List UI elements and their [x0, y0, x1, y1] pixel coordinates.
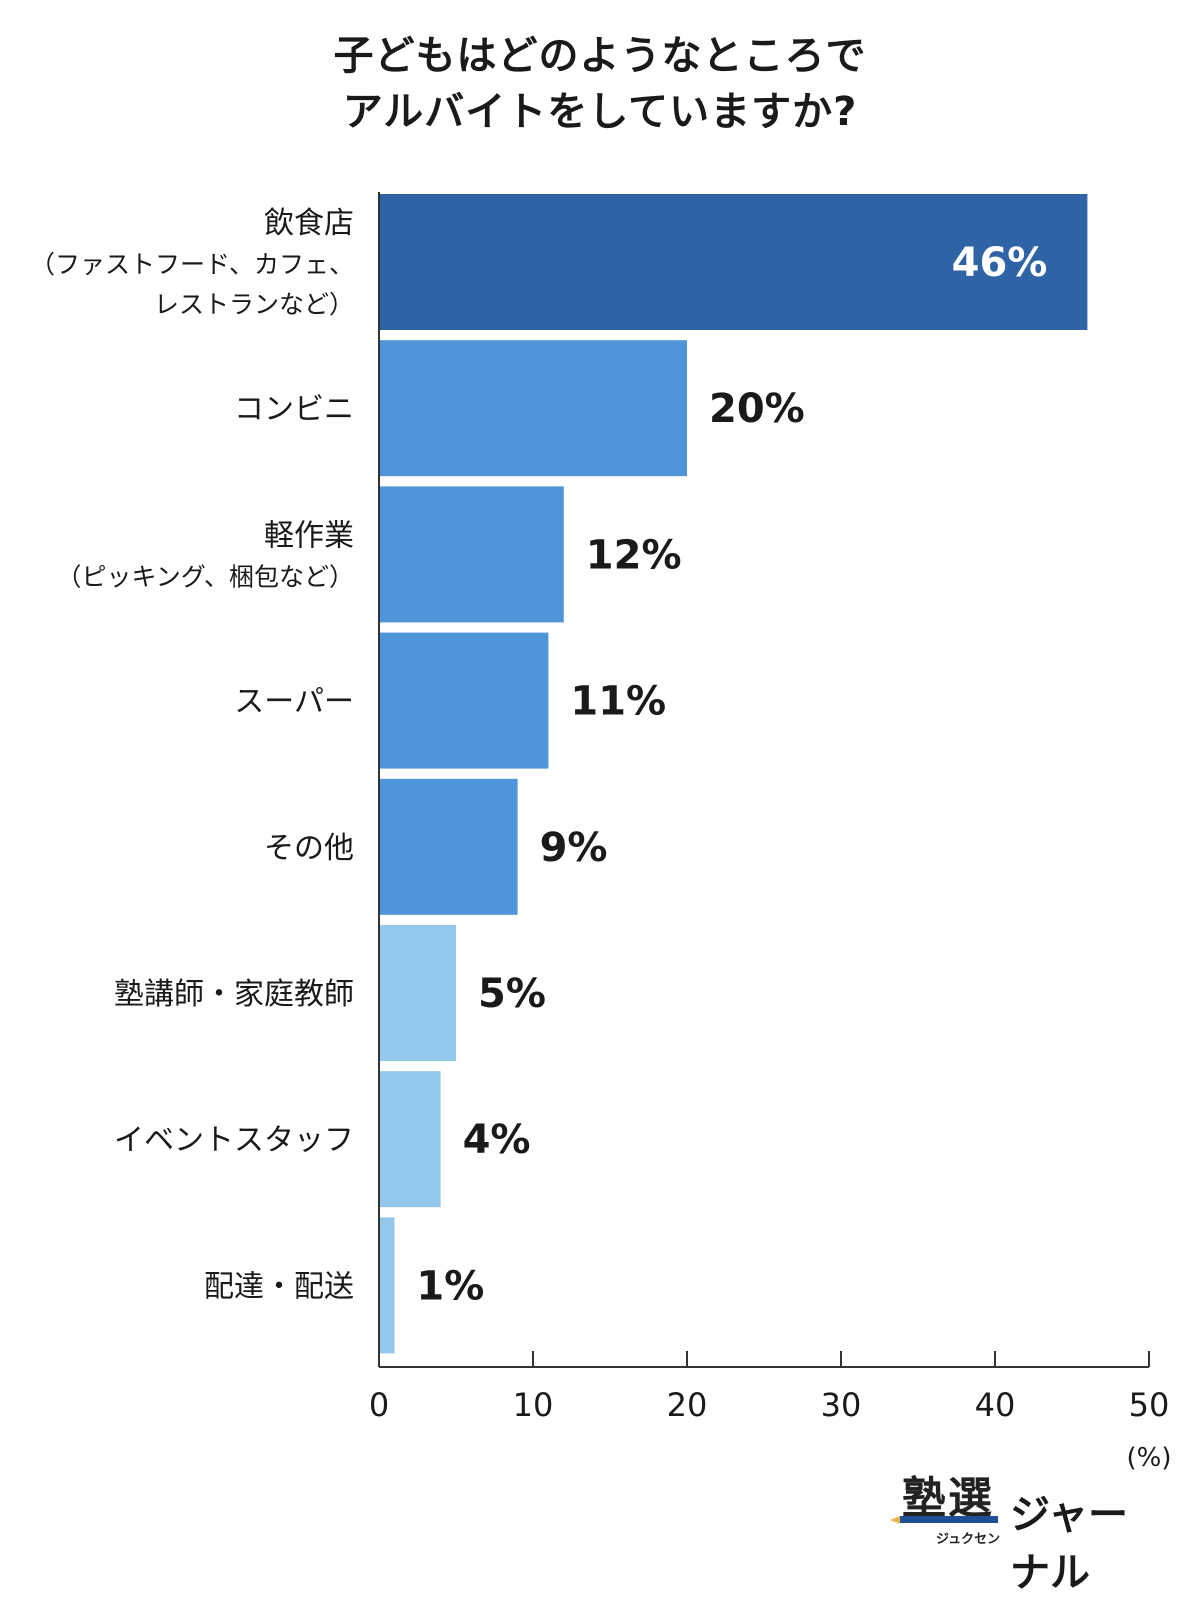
value-label-2: 12% [586, 532, 682, 578]
logo-text: ジャーナル [1010, 1492, 1128, 1596]
bar-7 [379, 1217, 395, 1354]
x-tick-label-0: 0 [369, 1386, 389, 1424]
bar-3 [379, 632, 549, 769]
category-sublabel-0-0: （ファストフード、カフェ、 [30, 250, 354, 279]
value-label-4: 9% [540, 825, 608, 871]
value-label-0: 46% [952, 240, 1048, 286]
value-label-7: 1% [416, 1263, 484, 1309]
category-label-4: その他 [264, 831, 354, 866]
bars-layer [379, 194, 1088, 1354]
brand-logo: 塾選 ジュクセン ジャーナル [890, 1462, 1160, 1596]
chart-title-line-2: アルバイトをしていますか? [342, 89, 858, 135]
x-tick-label-2: 20 [667, 1386, 708, 1424]
bar-6 [379, 1071, 441, 1208]
bar-4 [379, 778, 518, 915]
bar-2 [379, 486, 564, 623]
category-label-6: イベントスタッフ [114, 1123, 354, 1158]
x-tick-label-4: 40 [975, 1386, 1016, 1424]
category-sublabel-0-1: レストランなど） [154, 290, 354, 319]
x-tick-label-5: 50 [1129, 1386, 1170, 1424]
value-label-1: 20% [709, 386, 805, 432]
category-label-0: 飲食店 [264, 206, 354, 241]
value-label-5: 5% [478, 971, 546, 1017]
x-tick-label-1: 10 [513, 1386, 554, 1424]
chart-title-line-1: 子どもはどのようなところで [333, 33, 867, 79]
logo-ruby: ジュクセン [936, 1532, 1001, 1547]
x-tick-label-3: 30 [821, 1386, 862, 1424]
bar-1 [379, 340, 687, 477]
category-label-1: コンビニ [234, 392, 354, 427]
labels-layer: 46% 飲食店 （ファストフード、カフェ、レストランなど） 20% コンビニ 12% 軽作業… [30, 206, 1047, 1309]
category-label-7: 配達・配送 [204, 1269, 354, 1304]
bar-0 [379, 194, 1088, 330]
value-label-6: 4% [463, 1117, 531, 1163]
bar-5 [379, 925, 456, 1061]
pencil-tip-icon [890, 1516, 900, 1524]
category-label-5: 塾講師・家庭教師 [114, 977, 354, 1012]
logo-kanji: 塾選 [902, 1473, 994, 1524]
category-label-3: スーパー [234, 685, 354, 720]
pencil-icon [900, 1516, 998, 1523]
x-unit-label: (%) [1127, 1443, 1172, 1473]
value-label-3: 11% [570, 679, 666, 725]
category-label-2: 軽作業 [264, 518, 354, 553]
category-sublabel-2-0: （ピッキング、梱包など） [56, 562, 354, 591]
x-axis: 0 10 20 30 40 50 (%) [369, 192, 1172, 1473]
chart-title: 子どもはどのようなところで アルバイトをしていますか? [0, 28, 1200, 140]
